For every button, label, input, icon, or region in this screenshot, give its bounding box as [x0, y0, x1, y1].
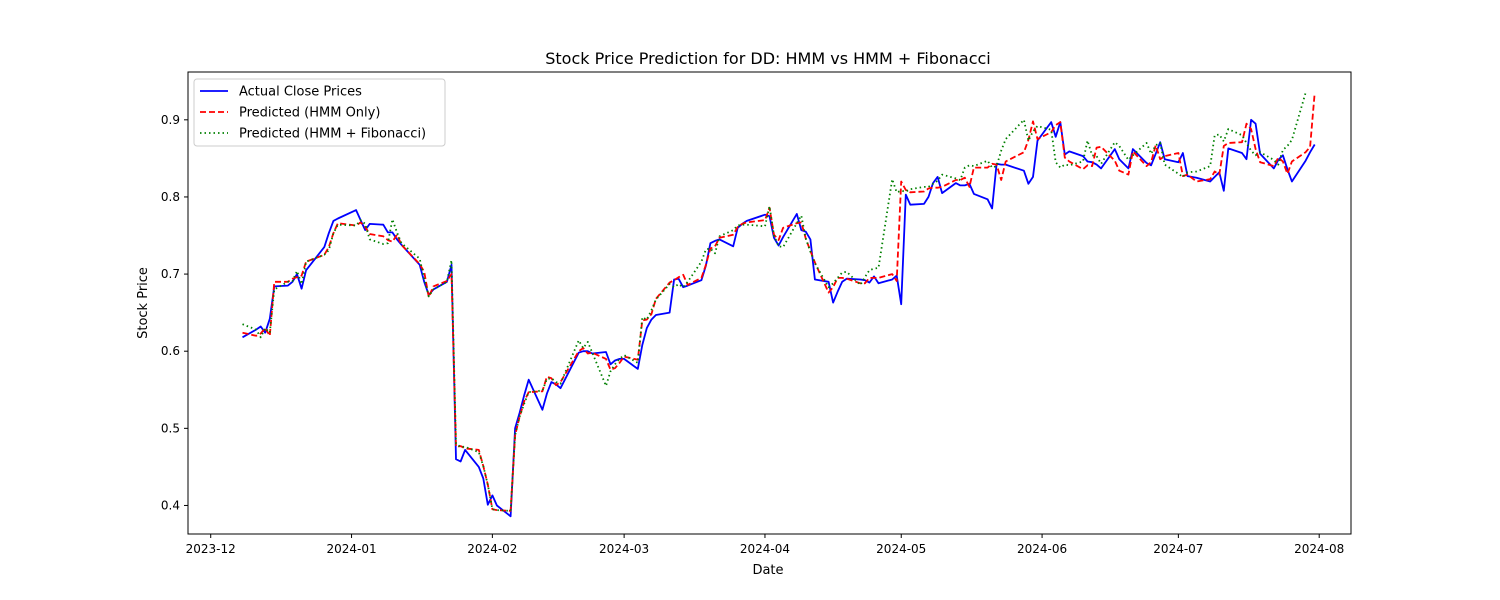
- y-axis-label: Stock Price: [136, 267, 151, 339]
- legend-label-3: Predicted (HMM + Fibonacci): [239, 127, 426, 142]
- x-tick-label: 2024-05: [876, 542, 926, 556]
- series-line-3: [242, 92, 1307, 512]
- x-tick-label: 2024-03: [599, 542, 649, 556]
- x-axis-label: Date: [752, 563, 783, 578]
- series-line-1: [242, 118, 1316, 518]
- x-tick-label: 2024-08: [1294, 542, 1344, 556]
- legend-label-1: Actual Close Prices: [239, 85, 362, 100]
- x-tick-label: 2024-01: [326, 542, 376, 556]
- series-layer: [242, 92, 1316, 518]
- legend-label-2: Predicted (HMM Only): [239, 106, 380, 121]
- ticks-layer: 2023-12 2024-01 2024-02 2024-03 2024-04 2024-…: [161, 113, 1344, 556]
- y-tick-label: 0.9: [161, 113, 180, 127]
- y-tick-label: 0.4: [161, 498, 180, 512]
- x-tick-label: 2024-07: [1153, 542, 1203, 556]
- legend-box: [193, 78, 446, 147]
- x-tick-label: 2023-12: [186, 542, 236, 556]
- x-tick-label: 2024-04: [740, 542, 790, 556]
- x-tick-label: 2024-06: [1017, 542, 1067, 556]
- y-tick-label: 0.6: [161, 344, 180, 358]
- plot-frame: [187, 71, 1352, 535]
- x-tick-label: 2024-02: [467, 542, 517, 556]
- y-tick-label: 0.5: [161, 421, 180, 435]
- chart-title: Stock Price Prediction for DD: HMM vs HM…: [545, 49, 991, 68]
- series-line-2: [242, 92, 1316, 512]
- y-tick-label: 0.7: [161, 267, 180, 281]
- y-tick-label: 0.8: [161, 190, 180, 204]
- legend: Actual Close Prices Predicted (HMM Only) P…: [193, 78, 446, 147]
